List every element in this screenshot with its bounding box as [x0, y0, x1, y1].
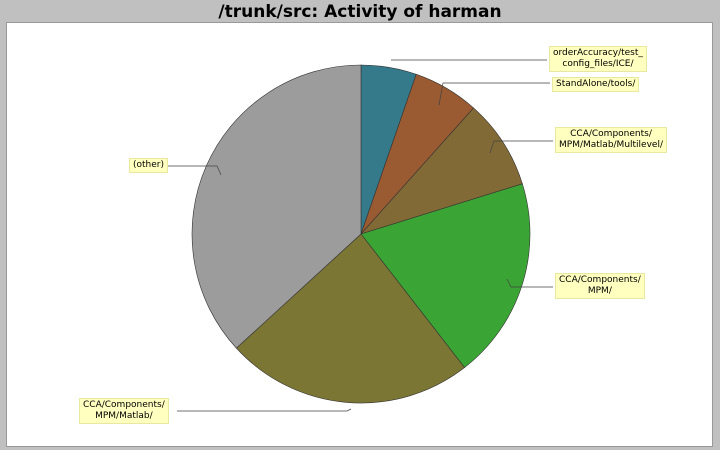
leader-line: [177, 408, 352, 412]
slice-label: CCA/Components/ MPM/: [555, 273, 645, 299]
leader-line: [438, 82, 550, 106]
slice-label: StandAlone/tools/: [552, 77, 640, 92]
leader-line: [506, 278, 553, 288]
plot-area: orderAccuracy/test_ config_files/ICE/Sta…: [6, 22, 713, 447]
leader-line: [489, 140, 553, 154]
chart-title: /trunk/src: Activity of harman: [218, 2, 502, 22]
pie-slice: [235, 233, 466, 404]
pie-slice: [360, 183, 531, 368]
pie-chart: [167, 59, 553, 412]
leader-line: [167, 165, 222, 176]
slice-label: orderAccuracy/test_ config_files/ICE/: [549, 46, 647, 72]
slice-label: (other): [129, 158, 168, 173]
slice-label: CCA/Components/ MPM/Matlab/Multilevel/: [555, 127, 667, 153]
slice-label: CCA/Components/ MPM/Matlab/: [79, 398, 169, 424]
pie-slice: [360, 107, 523, 235]
